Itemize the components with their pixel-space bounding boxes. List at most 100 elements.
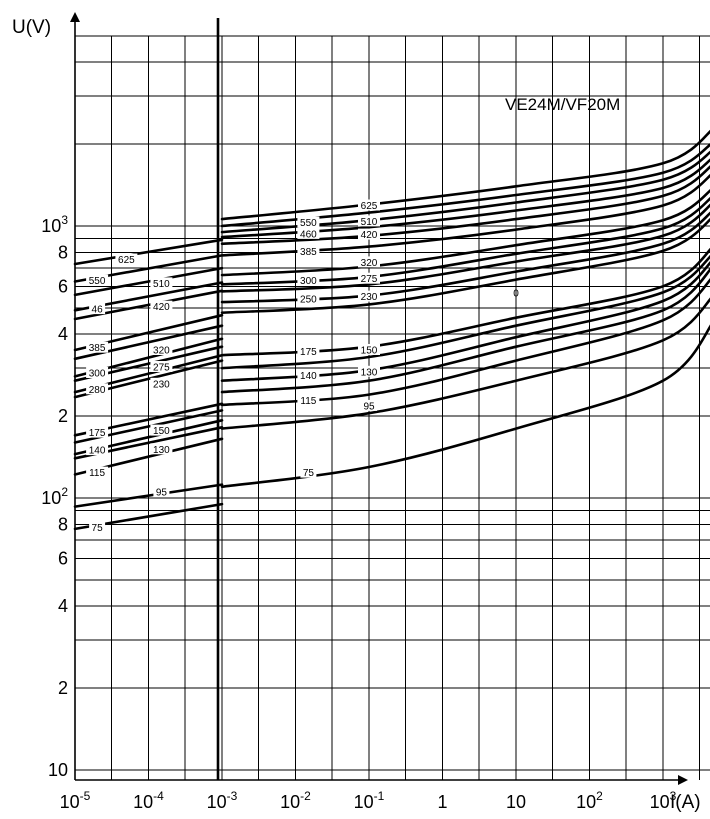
x-axis-title: I(A) (670, 792, 701, 813)
y-tick-label: 8 (58, 514, 68, 534)
low-current-curve-label: 275 (153, 363, 170, 374)
high-current-label-bg (297, 245, 320, 257)
low-current-label-bg (150, 377, 173, 389)
high-current-label-bg (297, 345, 320, 357)
x-tick-label: 10-2 (280, 789, 311, 812)
low-current-label-bg (115, 253, 138, 265)
x-tick-label: 102 (576, 789, 603, 812)
low-current-label-bg (86, 444, 109, 456)
high-current-curve-label: 510 (361, 217, 378, 228)
low-current-curve-label: 130 (153, 445, 170, 456)
y-tick-label: 103 (41, 213, 68, 236)
low-current-curve-320 (73, 324, 224, 361)
low-current-curve-95 (73, 483, 224, 508)
high-current-curve-label: 625 (361, 201, 378, 212)
low-current-curve-label: 280 (89, 385, 106, 396)
y-tick-label: 6 (58, 548, 68, 568)
high-current-label-bg (358, 344, 380, 355)
high-current-curve-label: 130 (361, 367, 378, 378)
y-axis-title: U(V) (12, 17, 51, 38)
high-current-curve-label: 550 (300, 218, 317, 229)
y-tick-label: 6 (58, 276, 68, 296)
low-current-label-bg (150, 443, 173, 455)
high-current-label-bg (297, 216, 320, 228)
x-tick-label: 10-4 (133, 789, 164, 812)
low-current-curve-label: 625 (118, 255, 135, 266)
low-current-curve-510 (73, 266, 224, 297)
curves (73, 129, 710, 531)
high-current-curve-label: 320 (361, 258, 378, 269)
high-current-label-bg (358, 272, 380, 284)
high-current-label-bg (300, 466, 317, 478)
high-current-curve-label: 275 (361, 274, 378, 285)
low-current-label-bg (89, 521, 106, 533)
low-current-label-bg (86, 341, 109, 353)
high-current-curve-275 (220, 203, 710, 293)
high-current-curve-label: 150 (361, 346, 378, 357)
low-current-curve-label: 175 (89, 428, 106, 439)
low-current-label-bg (150, 361, 173, 372)
low-current-label-bg (150, 277, 173, 289)
y-tick-label: 4 (58, 324, 68, 344)
high-current-curve-150 (220, 254, 710, 370)
low-current-label-bg (150, 300, 173, 312)
high-current-curve-label: 175 (300, 347, 317, 358)
high-current-curve-label: 95 (363, 401, 375, 412)
low-current-label-bg (86, 367, 109, 378)
low-current-label-bg (86, 426, 109, 438)
x-tick-label: 10 (506, 792, 526, 812)
x-tick-label: 103 (650, 789, 677, 812)
low-current-label-bg (150, 344, 173, 355)
chart-title: VE24M/VF20M (505, 95, 620, 114)
low-current-label-bg (86, 383, 109, 395)
high-current-label-bg (297, 227, 320, 239)
curve-labels: 625 550 510 46 420 385 320 300 275 280 230 175 150 14… (86, 199, 519, 534)
low-current-curve-label: 75 (92, 523, 104, 534)
low-current-curve-label: 510 (153, 279, 170, 290)
high-current-curve-label: 115 (300, 396, 316, 407)
high-current-label-bg (297, 369, 320, 381)
y-tick-label: 102 (41, 485, 68, 508)
low-current-curve-label: 46 (92, 305, 104, 316)
low-current-label-bg (86, 466, 109, 478)
low-current-curve-label: 230 (153, 379, 170, 390)
high-current-curve-320 (220, 188, 710, 277)
y-tick-label: 8 (58, 242, 68, 262)
y-tick-label: 4 (58, 596, 68, 616)
high-current-curve-label: 140 (300, 371, 317, 382)
high-current-curve-230 (220, 217, 710, 314)
low-current-curve-label: 115 (89, 468, 105, 479)
high-current-curve-label: 75 (303, 468, 315, 479)
high-current-curve-label: 420 (361, 230, 378, 241)
low-current-curve-label: 320 (153, 346, 170, 357)
high-current-label-bg (361, 399, 377, 411)
y-tick-label: 2 (58, 678, 68, 698)
high-current-label-bg (358, 256, 380, 268)
high-current-curve-label: 300 (300, 276, 317, 287)
high-current-curve-95 (220, 297, 710, 430)
x-tick-label: 10-3 (207, 789, 238, 812)
low-current-curve-625 (73, 238, 224, 266)
low-current-label-bg (153, 486, 170, 498)
high-current-label-bg (358, 215, 380, 227)
low-current-curve-420 (73, 289, 224, 321)
tick-labels: 10-5 10-4 10-3 10-2 10-1 1 10 102 10310246810224… (41, 213, 676, 812)
annotation: 0 (513, 288, 519, 299)
high-current-curve-625 (220, 129, 710, 221)
high-current-label-bg (297, 274, 320, 286)
high-current-label-bg (297, 292, 320, 304)
x-tick-label: 1 (437, 792, 447, 812)
low-current-curve-label: 385 (89, 343, 106, 354)
axes (70, 12, 688, 785)
low-current-curve-label: 140 (89, 446, 106, 457)
x-tick-label: 10-5 (60, 789, 91, 812)
x-axis-arrow-icon (678, 775, 688, 785)
high-current-label-bg (358, 365, 380, 377)
y-axis-arrow-icon (70, 12, 80, 22)
high-current-curve-label: 385 (300, 247, 317, 258)
low-current-label-bg (86, 274, 109, 286)
x-tick-label: 10-1 (354, 789, 385, 812)
low-current-label-bg (150, 424, 173, 436)
high-current-label-bg (358, 228, 380, 240)
